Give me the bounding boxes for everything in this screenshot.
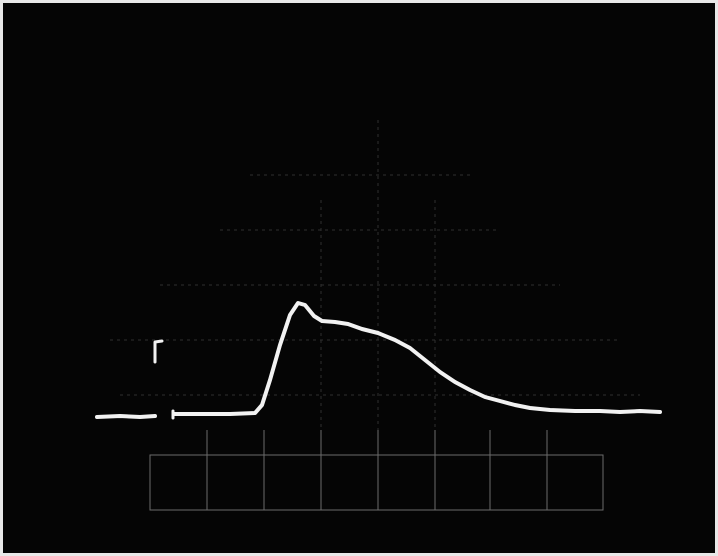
graticule-box [149, 454, 604, 511]
waveform [172, 301, 662, 416]
trigger-marker [153, 339, 164, 364]
graticule [149, 430, 604, 511]
faint-graticule [110, 120, 640, 430]
trace [95, 301, 662, 420]
screen [3, 3, 715, 553]
baseline-trace [95, 414, 157, 419]
